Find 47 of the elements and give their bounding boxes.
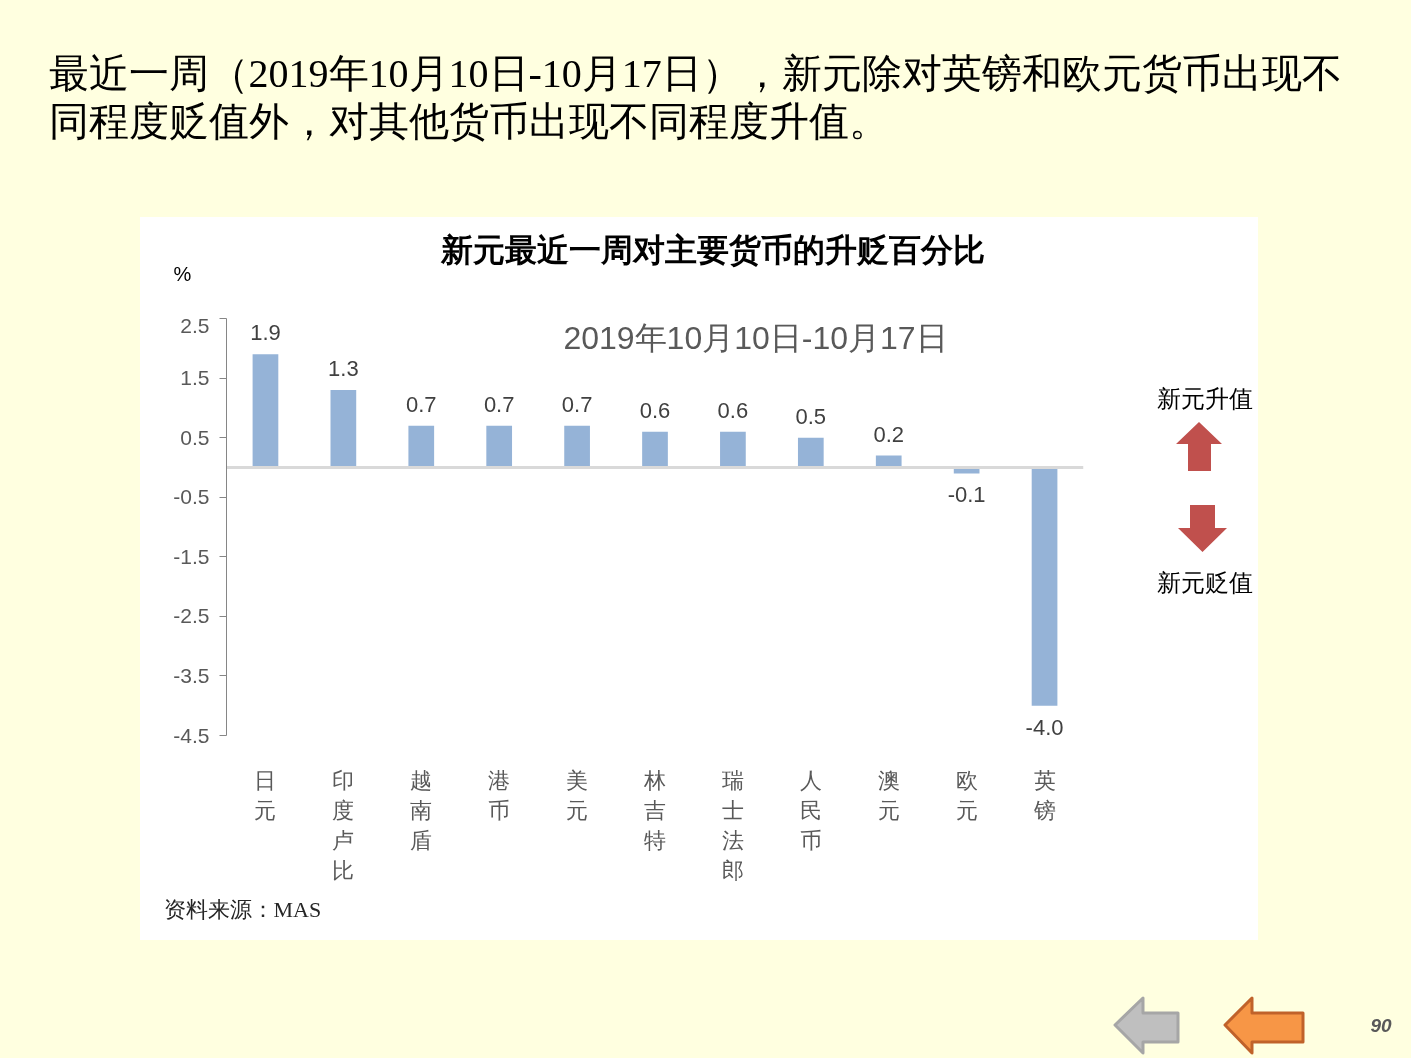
text: 90 <box>1370 1014 1392 1036</box>
x-tick-label: 澳元 <box>877 767 900 823</box>
bar <box>486 425 513 468</box>
x-tick-label: 英镑 <box>1032 767 1056 823</box>
data-label: -0.1 <box>947 482 986 508</box>
bar <box>642 431 668 468</box>
y-axis-title: % <box>173 262 192 285</box>
x-tick-label: 人民币 <box>799 767 822 853</box>
data-label: 0.2 <box>873 421 905 447</box>
text: 最近一周（2019年10月10日-10月17日），新元除对英镑和欧元货币出现不同程度贬值外，对其他货币出现不同程度升值。 <box>48 51 1342 144</box>
y-tick-label: 0.5 <box>180 425 210 449</box>
text: 新元升值 <box>1157 384 1253 412</box>
y-tick-label: -4.5 <box>173 723 210 747</box>
bar <box>1031 467 1058 706</box>
y-tick-label: -0.5 <box>173 485 210 509</box>
x-tick-label: 日元 <box>254 767 277 823</box>
x-tick-label: 印度卢比 <box>332 767 355 883</box>
data-label: 0.7 <box>405 391 437 417</box>
data-label: 1.9 <box>250 320 281 346</box>
x-tick-label: 港币 <box>488 767 511 823</box>
y-tick-label: 1.5 <box>180 366 210 390</box>
y-tick-label: -3.5 <box>173 663 210 687</box>
y-tick-label: -1.5 <box>173 544 210 568</box>
text: 资料来源：MAS <box>163 897 322 922</box>
bar <box>330 389 357 468</box>
y-tick-label: 2.5 <box>180 313 210 337</box>
x-tick-label: 越南盾 <box>410 767 433 853</box>
x-tick-label: 瑞士法郎 <box>721 767 744 883</box>
data-label: 0.7 <box>561 391 593 417</box>
chart-subtitle: 2019年10月10日-10月17日 <box>563 319 948 356</box>
bar <box>252 354 279 468</box>
data-label: 0.5 <box>795 403 827 429</box>
chart-title: 新元最近一周对主要货币的升贬百分比 <box>439 231 985 268</box>
x-tick-label: 林吉特 <box>643 767 666 853</box>
x-tick-label: 欧元 <box>955 767 978 823</box>
text: 新元贬值 <box>1157 568 1253 596</box>
bar <box>797 437 824 468</box>
y-tick-label: -2.5 <box>173 604 210 628</box>
data-label: 0.6 <box>717 397 749 423</box>
bar <box>408 425 435 468</box>
data-label: -4.0 <box>1025 714 1064 740</box>
bar <box>564 425 590 468</box>
data-label: 0.6 <box>639 397 671 423</box>
x-tick-label: 美元 <box>566 767 589 823</box>
data-label: 0.7 <box>483 391 515 417</box>
data-label: 1.3 <box>328 355 359 381</box>
bar <box>720 431 746 468</box>
